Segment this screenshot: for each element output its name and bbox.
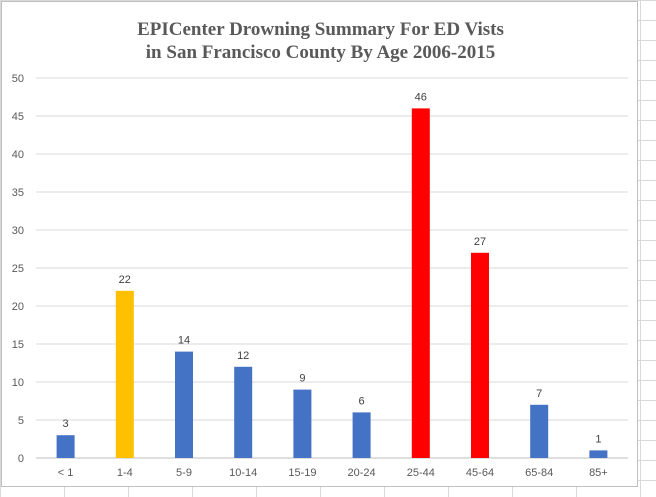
x-tick-label: 65-84: [525, 467, 553, 479]
x-tick-label: 25-44: [407, 467, 435, 479]
data-label: 6: [359, 395, 365, 407]
bar-3[interactable]: [234, 366, 253, 458]
x-tick-label: 85+: [589, 467, 608, 479]
y-tick-label: 50: [12, 73, 24, 85]
bar-1[interactable]: [115, 290, 134, 458]
bar-4[interactable]: [293, 389, 312, 458]
y-tick-label: 25: [12, 263, 24, 275]
bar-chart: 0 5 10 15 20 25 30 35 40 45 50 3 < 1 22 1-4 14 5-9 12 10-1…: [12, 73, 628, 479]
x-tick-label: < 1: [58, 467, 74, 479]
y-tick-label: 20: [12, 301, 24, 313]
bar-2[interactable]: [175, 351, 193, 458]
chart-area[interactable]: EPICenter Drowning Summary For ED Vists …: [1, 1, 638, 487]
y-tick-label: 35: [12, 187, 24, 199]
data-label: 9: [299, 373, 305, 385]
x-tick-label: 45-64: [466, 467, 494, 479]
data-label: 7: [536, 388, 542, 400]
bar-7[interactable]: [471, 252, 489, 458]
data-label: 46: [415, 91, 427, 103]
chart-title-line-1: EPICenter Drowning Summary For ED Vists: [137, 19, 504, 40]
x-tick-label: 5-9: [176, 467, 192, 479]
chart-title: EPICenter Drowning Summary For ED Vists …: [2, 18, 639, 64]
x-tick-label: 15-19: [288, 467, 316, 479]
y-tick-label: 40: [12, 149, 24, 161]
x-tick-label: 20-24: [348, 467, 376, 479]
x-tick-label: 1-4: [117, 467, 133, 479]
y-tick-label: 10: [12, 377, 24, 389]
data-label: 3: [63, 418, 69, 430]
chart-title-line-2: in San Francisco County By Age 2006-2015: [145, 42, 496, 63]
data-label: 22: [119, 274, 131, 286]
y-tick-label: 30: [12, 225, 24, 237]
data-label: 12: [237, 350, 249, 362]
data-label: 1: [595, 433, 601, 445]
x-tick-label: 10-14: [229, 467, 257, 479]
data-label: 14: [178, 335, 190, 347]
y-tick-label: 0: [18, 453, 24, 465]
y-tick-label: 5: [18, 415, 24, 427]
bar-6[interactable]: [411, 108, 430, 459]
bar-5[interactable]: [352, 412, 371, 458]
data-label: 27: [474, 236, 486, 248]
y-tick-label: 15: [12, 339, 24, 351]
bar-8[interactable]: [530, 404, 549, 458]
bar-0[interactable]: [56, 435, 75, 458]
bar-9[interactable]: [589, 450, 608, 458]
y-tick-label: 45: [12, 111, 24, 123]
